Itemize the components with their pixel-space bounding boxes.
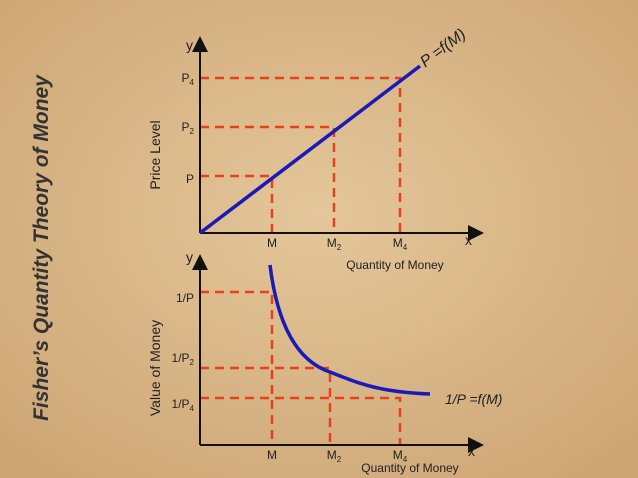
label-subscript: 2 [337,243,342,252]
label-base: M [327,448,337,462]
y-title: Value of Money [147,320,163,416]
label-base: 1/P [172,351,190,365]
curve [268,264,431,396]
label-base: M [267,236,277,250]
x-tick-label: M4 [393,448,408,464]
label-base: P [182,120,190,134]
x-tick-label: M2 [327,236,342,252]
label-base: 1/P [172,397,190,411]
label-base: M [327,236,337,250]
guide-lines [200,290,402,445]
x-tick-label: M2 [327,448,342,464]
label-subscript: 2 [337,455,342,464]
curve [198,64,422,235]
curve-label: 1/P =f(M) [445,391,502,407]
y-tick-label: 1/P2 [172,351,195,367]
x-tick-label: M [267,236,277,250]
x-axis-label: x [468,443,475,459]
y-tick-label: P4 [182,71,195,87]
label-subscript: 4 [403,243,408,252]
label-subscript: 4 [190,78,195,87]
x-title: Quantity of Money [361,461,458,475]
y-axis-label: y [186,37,193,53]
label-subscript: 2 [190,127,195,136]
x-title: Quantity of Money [346,258,443,272]
label-base: M [267,448,277,462]
x-tick-label: M4 [393,236,408,252]
label-base: P [182,71,190,85]
label-base: M [393,448,403,462]
label-subscript: 4 [190,404,195,413]
y-tick-label: 1/P4 [172,397,195,413]
bottom-chart: y x Value of Money Quantity of Money 1/P… [147,249,502,475]
label-base: 1/P [176,291,194,305]
y-tick-label: 1/P [176,291,194,305]
label-subscript: 2 [190,358,195,367]
y-title: Price Level [147,120,163,189]
x-tick-label: M [267,448,277,462]
y-tick-label: P [186,172,194,186]
title: Fisher’s Quantity Theory of Money [30,74,53,421]
label-base: M [393,236,403,250]
label-subscript: 4 [403,455,408,464]
y-axis-label: y [186,249,193,265]
y-tick-label: P2 [182,120,195,136]
x-axis-label: x [465,232,472,248]
label-base: P [186,172,194,186]
guide-lines [200,76,402,233]
